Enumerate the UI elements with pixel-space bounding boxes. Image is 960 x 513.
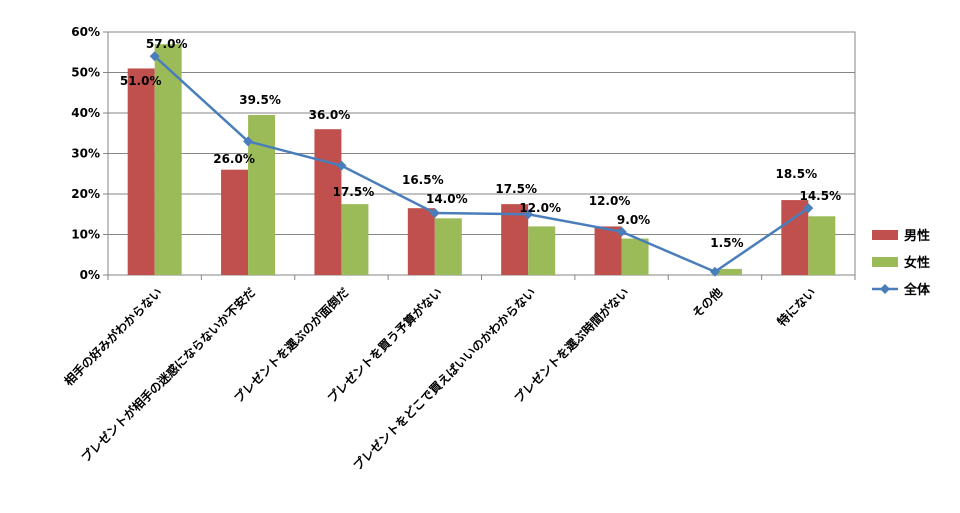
data-label-male: 17.5% [495, 182, 537, 196]
data-label-male: 12.0% [589, 194, 631, 208]
bar-female [714, 268, 742, 275]
line-total-marker [803, 203, 814, 214]
legend-label: 女性 [904, 255, 930, 271]
line-total-marker [616, 226, 627, 237]
bar-female [528, 226, 556, 275]
data-label-female: 39.5% [239, 93, 281, 107]
data-label-male: 36.0% [309, 108, 351, 122]
x-category-label: 相手の好みがわからない [61, 285, 165, 389]
bar-male [221, 169, 249, 275]
y-tick-label: 20% [71, 187, 100, 201]
bar-male [407, 208, 435, 275]
bar-male [127, 68, 155, 275]
line-total-marker [709, 266, 720, 277]
legend-label: 全体 [903, 282, 931, 298]
data-label-male: 16.5% [402, 173, 444, 187]
y-tick-label: 40% [71, 106, 100, 120]
legend-marker [880, 284, 890, 294]
y-tick-label: 10% [71, 228, 100, 242]
x-category-label: プレゼントをどこで買えばいいのかわからない [350, 285, 539, 474]
data-label-male: 51.0% [120, 74, 162, 88]
bar-male [314, 129, 342, 275]
line-total-marker [429, 208, 440, 219]
y-tick-label: 50% [71, 66, 100, 80]
bar-female [621, 238, 649, 275]
data-label-male: 18.5% [775, 167, 817, 181]
x-category-label: その他 [689, 285, 725, 321]
y-tick-label: 30% [71, 147, 100, 161]
bar-female [434, 218, 462, 275]
line-total-marker [243, 136, 254, 147]
legend-swatch [872, 257, 898, 267]
data-label-female: 1.5% [710, 236, 743, 250]
bar-female [154, 44, 182, 276]
bar-male [501, 204, 529, 275]
bar-female [808, 216, 836, 275]
bar-male [594, 226, 622, 275]
line-total [153, 55, 810, 274]
data-label-male: 26.0% [213, 152, 255, 166]
line-total-marker [149, 51, 160, 62]
legend-swatch [872, 230, 898, 240]
data-label-female: 57.0% [146, 37, 188, 51]
line-total-marker [523, 209, 534, 220]
y-tick-label: 60% [71, 25, 100, 39]
data-label-female: 9.0% [617, 213, 650, 227]
data-label-female: 17.5% [333, 185, 375, 199]
x-category-label: プレゼントが相手の迷惑にならないか不安だ [78, 285, 258, 465]
x-category-label: 特にない [774, 285, 819, 330]
data-label-female: 14.5% [799, 189, 841, 203]
bar-female [248, 115, 276, 276]
y-tick-label: 0% [80, 268, 100, 282]
line-total-marker [336, 160, 347, 171]
data-label-female: 12.0% [519, 201, 561, 215]
bar-female [341, 204, 369, 275]
data-label-female: 14.0% [426, 192, 468, 206]
legend-label: 男性 [904, 228, 930, 244]
